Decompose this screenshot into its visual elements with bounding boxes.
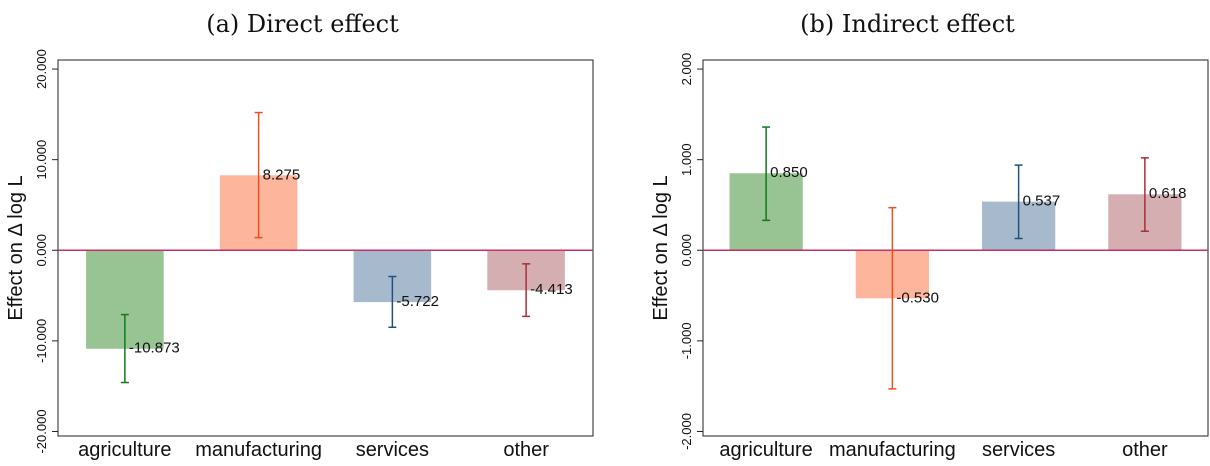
y-tick-label: -1.000 [679, 322, 694, 359]
chart-indirect-effect: -2.000 -1.000 0.000 1.000 2.000 Effect on Δ l… [650, 53, 1209, 461]
value-label: -5.722 [396, 293, 439, 310]
x-tick-label: other [503, 439, 549, 461]
x-tick-label: manufacturing [829, 439, 956, 461]
panel-direct-effect: (a) Direct effect -20.000 -10.000 0.000 10.… [5, 10, 594, 461]
y-tick-label: 2.000 [679, 53, 694, 86]
y-tick-label: -10.000 [34, 319, 49, 363]
x-tick-label: manufacturing [195, 439, 322, 461]
x-tick-label: other [1122, 439, 1168, 461]
value-label: 8.275 [263, 166, 301, 183]
y-tick-label: -20.000 [34, 409, 49, 453]
x-tick-label: services [356, 439, 429, 461]
value-label: 0.850 [770, 164, 808, 181]
y-tick-label: 0.000 [679, 234, 694, 267]
panel-indirect-effect: (b) Indirect effect -2.000 -1.000 0.000 1.0… [605, 0, 1210, 466]
chart-title: (b) Indirect effect [800, 10, 1015, 38]
value-label: -10.873 [129, 340, 180, 357]
plot-frame [57, 59, 594, 437]
value-label: 0.618 [1149, 185, 1187, 202]
chart-title: (a) Direct effect [206, 10, 399, 38]
chart-direct-effect: -20.000 -10.000 0.000 10.000 20.000 Effect on… [5, 49, 594, 461]
y-tick-label: 20.000 [34, 49, 49, 89]
y-axis-label: Effect on Δ log L [5, 175, 27, 320]
value-label: -4.413 [530, 281, 573, 298]
y-tick-label: 10.000 [34, 140, 49, 180]
value-label: -0.530 [896, 289, 939, 306]
x-tick-label: agriculture [719, 439, 812, 461]
x-tick-label: agriculture [78, 439, 171, 461]
x-tick-label: services [982, 439, 1055, 461]
y-axis-label: Effect on Δ log L [650, 175, 672, 320]
plot-frame [702, 59, 1209, 437]
y-tick-label: -2.000 [679, 413, 694, 450]
value-label: 0.537 [1023, 193, 1061, 210]
y-tick-label: 0.000 [34, 234, 49, 267]
y-tick-label: 1.000 [679, 143, 694, 176]
